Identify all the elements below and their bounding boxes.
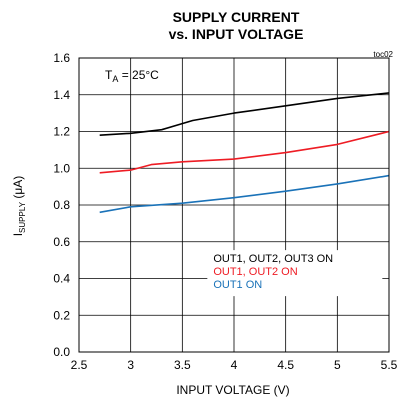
y-tick-label: 1.6 (53, 51, 70, 65)
y-axis-label: ISUPPLY (μA) (11, 176, 27, 237)
y-tick-label: 0.4 (53, 272, 70, 286)
y-tick-label: 0.6 (53, 235, 70, 249)
series-line-1 (99, 92, 390, 136)
y-tick-label: 1.0 (53, 161, 70, 175)
plot-frame (78, 57, 390, 353)
x-tick-label: 5.5 (381, 358, 397, 372)
legend-box (207, 250, 383, 297)
x-tick-label: 4.5 (277, 358, 294, 372)
x-axis-label: INPUT VOLTAGE (V) (176, 383, 289, 397)
figure-id: toc02 (373, 50, 393, 59)
x-tick-label: 4 (231, 358, 238, 372)
y-tick-label: 1.4 (53, 88, 70, 102)
chart-title-line-2: vs. INPUT VOLTAGE (169, 26, 304, 42)
x-tick-label: 5 (334, 358, 341, 372)
y-tick-label: 0.2 (53, 308, 70, 322)
legend-entry-3: OUT1 ON (213, 279, 262, 291)
y-tick-label: 1.2 (53, 125, 70, 139)
series-line-2 (99, 130, 390, 174)
x-tick-label: 3 (127, 358, 134, 372)
y-tick-label: 0.8 (53, 198, 70, 212)
series-line-3 (99, 174, 390, 214)
legend-entry-2: OUT1, OUT2 ON (213, 266, 297, 278)
chart-title-line-1: SUPPLY CURRENT (173, 9, 300, 25)
temperature-condition: TA = 25°C (105, 68, 159, 84)
grid (79, 58, 389, 352)
x-tick-label: 2.5 (71, 358, 88, 372)
legend-entry-1: OUT1, OUT2, OUT3 ON (213, 253, 333, 265)
x-tick-label: 3.5 (174, 358, 191, 372)
series-lines (99, 92, 390, 214)
tick-labels: 2.5 3 3.5 4 4.5 5 5.5 0.0 0.2 0.4 0.6 0.8 1.0 1.2 1.4 1… (53, 51, 397, 372)
y-tick-label: 0.0 (53, 345, 70, 359)
